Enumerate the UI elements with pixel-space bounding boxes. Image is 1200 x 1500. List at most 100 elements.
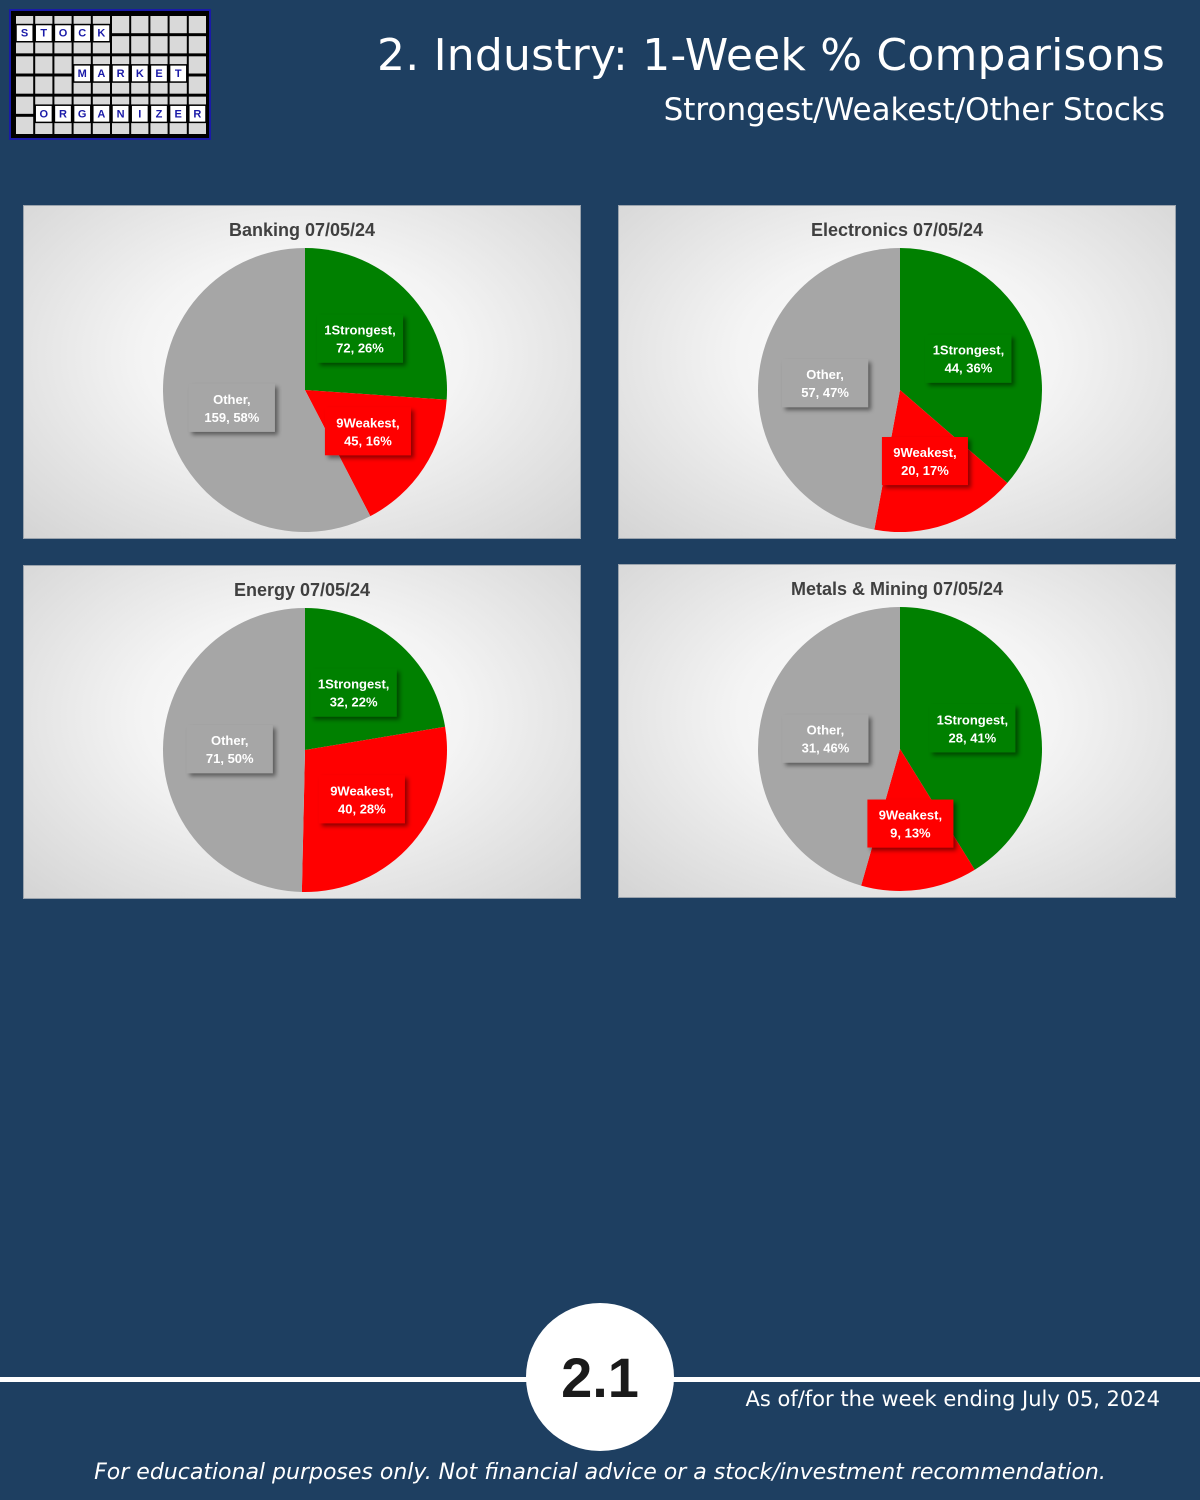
logo-cell [188,56,206,74]
data-label: 9Weakest, 40, 28% [318,775,405,824]
data-label-name: Other, [807,723,845,738]
page-number-badge: 2.1 [526,1303,674,1451]
data-label-name: 1Strongest, [324,323,396,338]
logo-cell [54,56,72,74]
data-label-value: 28, 41% [949,730,997,745]
logo-letter-box [130,64,150,83]
logo-letter-box [188,104,207,124]
data-label: 1Strongest, 72, 26% [317,314,404,363]
chart-title: Metals & Mining 07/05/24 [790,579,1004,599]
logo-letter: O [40,108,49,120]
logo-letter: R [59,108,67,120]
chart-panel-metals-mining: Metals & Mining 07/05/24 1Strongest, 28, … [618,564,1176,898]
logo-letter: K [136,68,144,80]
data-label-name: Other, [211,733,249,748]
data-label-box [782,714,869,763]
logo-letter-box [149,104,169,124]
logo-cell [169,36,187,54]
data-label-box [310,668,397,717]
page-title: 2. Industry: 1-Week % Comparisons [377,30,1165,81]
data-label: 9Weakest, 9, 13% [867,799,954,848]
data-label-box [188,383,275,432]
data-label-box [186,725,273,774]
data-label: 1Strongest, 44, 36% [925,334,1012,383]
logo-letter: Z [156,108,163,120]
chart-title: Electronics 07/05/24 [810,220,984,240]
data-label-box [318,775,405,824]
disclaimer: For educational purposes only. Not finan… [94,1460,1106,1485]
logo-cell [188,76,206,94]
data-label-name: 1Strongest, [318,677,390,692]
logo-letter: C [78,28,86,40]
data-label-name: 9Weakest, [879,808,942,823]
data-label: Other, 159, 58% [188,383,275,432]
logo-cell [188,36,206,54]
logo-letter: A [97,108,105,120]
data-label-box [782,359,869,408]
data-label-value: 57, 47% [801,385,849,400]
data-label-value: 71, 50% [206,751,254,766]
chart-panel-energy: Energy 07/05/24 1Strongest, 32, 22% 9Weake… [23,565,581,899]
data-label-value: 9, 13% [890,826,931,841]
logo-cell [150,36,168,54]
data-label-box [867,799,954,848]
data-label-value: 20, 17% [901,463,949,478]
logo-letter: A [97,68,105,80]
pie-chart: 1Strongest, 44, 36% 9Weakest, 20, 17% Other,… [758,248,1042,532]
logo-cell [169,16,187,34]
data-label-name: 1Strongest, [933,343,1005,358]
logo-cell [35,76,53,94]
logo-letter: R [193,108,201,120]
logo-letter-box [53,104,73,124]
data-label-name: 9Weakest, [893,445,956,460]
logo-letter: T [175,68,182,80]
logo-letter-box [111,104,130,124]
logo-cell [54,76,72,94]
logo-letter-box [130,104,150,124]
data-label: 9Weakest, 20, 17% [881,437,968,486]
data-label-box [925,334,1012,383]
data-label-value: 32, 22% [330,695,378,710]
logo-letter-box [168,104,188,124]
data-label-box [881,437,968,486]
as-of-date: As of/for the week ending July 05, 2024 [745,1387,1160,1411]
data-label: 1Strongest, 32, 22% [310,668,397,717]
data-label-name: Other, [213,392,251,407]
data-label-value: 31, 46% [802,741,850,756]
data-label-box [324,407,411,456]
logo-letter: T [40,28,47,40]
logo-grid: S T O C KM A R K E TO R G A N I Z E R [15,16,207,134]
page-subtitle: Strongest/Weakest/Other Stocks [663,92,1165,128]
logo-letter: E [155,68,162,80]
data-label: 1Strongest, 28, 41% [929,704,1016,753]
pie-chart: 1Strongest, 32, 22% 9Weakest, 40, 28% Other,… [163,608,447,892]
data-label: Other, 71, 50% [186,725,273,774]
logo-letter: K [97,28,105,40]
logo-letter: G [78,108,87,120]
data-label-box [929,704,1016,753]
logo-letter-box [92,23,111,43]
logo-letter: R [117,68,125,80]
logo-letter-box [149,64,169,83]
data-label-value: 72, 26% [336,341,384,356]
logo-cell [16,76,34,94]
logo-letter: N [117,108,125,120]
chart-title: Energy 07/05/24 [233,580,371,600]
logo-letter-box [111,64,130,83]
data-label-name: 1Strongest, [937,712,1009,727]
logo-cell [131,36,149,54]
logo-letter: M [78,68,87,80]
logo-letter-box [72,23,92,43]
logo-letter-box [168,64,188,83]
data-label-box [317,314,404,363]
chart-panel-electronics: Electronics 07/05/24 1Strongest, 44, 36% 9… [618,205,1176,539]
logo-cell [35,56,53,74]
data-label-value: 45, 16% [344,433,392,448]
pie-chart: 1Strongest, 72, 26% 9Weakest, 45, 16% Other,… [162,248,447,532]
data-label-name: Other, [806,367,844,382]
logo-letter: S [21,28,28,40]
data-label-value: 159, 58% [204,410,259,425]
logo-letter-box [53,23,73,43]
page-number: 2.1 [561,1345,639,1409]
